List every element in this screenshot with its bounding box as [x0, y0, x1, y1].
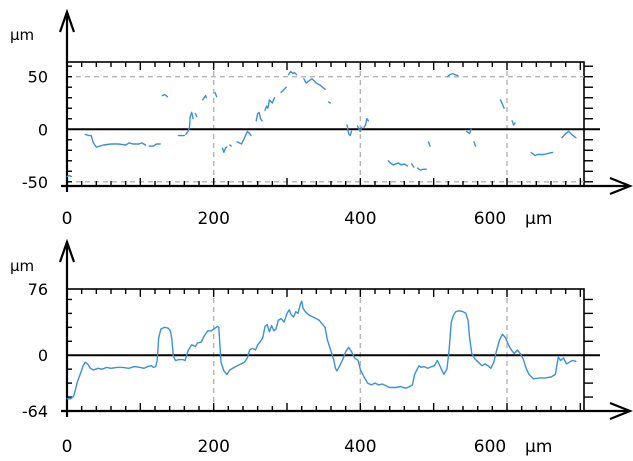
top-profile-segment — [221, 146, 228, 154]
top-profile-segment — [466, 128, 472, 135]
top-y-tick-label: -50 — [22, 173, 48, 192]
top-y-tick-label: 0 — [38, 120, 48, 139]
top-x-tick-label: 200 — [197, 209, 229, 229]
top-profile-segment — [148, 143, 161, 147]
top-y-axis-label: µm — [10, 26, 34, 44]
bottom-profile-segment — [66, 300, 577, 400]
bottom-y-tick-label: 76 — [28, 280, 48, 299]
bottom-y-tick-label: 0 — [38, 346, 48, 365]
bottom-y-axis-label: µm — [10, 257, 34, 275]
top-chart-panel: µm 50 0 -50 0 200 400 600 µm — [10, 8, 633, 229]
top-x-axis-arrow — [609, 176, 633, 196]
top-profile-segment — [66, 174, 73, 178]
bottom-y-tick-label: -64 — [22, 402, 48, 421]
top-profile-segment — [530, 151, 554, 157]
top-profile-segment — [303, 78, 326, 90]
top-y-axis-arrow — [58, 8, 76, 33]
top-profile-segment — [214, 91, 218, 98]
bottom-x-tick-label: 200 — [197, 437, 229, 457]
top-profile-segment — [202, 94, 207, 101]
bottom-x-tick-label: 600 — [474, 437, 506, 457]
top-profile-segment — [287, 70, 298, 76]
top-profile-segment — [328, 101, 331, 104]
top-profile-segment — [387, 160, 408, 167]
top-profile-segment — [356, 125, 363, 133]
top-profile-segment — [280, 86, 287, 94]
bottom-x-tick-label: 0 — [62, 437, 73, 457]
top-y-tick-label: 50 — [28, 68, 48, 87]
top-profile-segment — [511, 120, 516, 126]
top-profile-segment — [185, 111, 194, 136]
top-profile-segment — [161, 93, 169, 98]
top-profile-segment — [411, 163, 415, 168]
top-profile-segment — [473, 141, 477, 147]
top-profile-segment — [561, 130, 577, 139]
top-profile-segment — [363, 118, 370, 128]
top-profile-segment — [499, 99, 505, 109]
top-profile-segment — [427, 141, 431, 147]
top-x-tick-label: 400 — [344, 209, 376, 229]
bottom-y-axis-arrow — [58, 238, 76, 263]
top-profile-segment — [236, 130, 252, 145]
top-profile-segment — [255, 111, 263, 122]
top-profile-segment — [446, 72, 459, 78]
top-x-tick-label: 600 — [474, 209, 506, 229]
bottom-x-tick-label: 400 — [344, 437, 376, 457]
bottom-x-unit-label: µm — [525, 437, 552, 457]
top-profile-segment — [346, 124, 353, 137]
bottom-chart-panel: µm 76 0 -64 0 200 400 600 µm — [10, 238, 633, 457]
top-profile-segment — [84, 133, 147, 148]
top-profile-segment — [194, 112, 198, 118]
top-x-tick-label: 0 — [62, 209, 73, 229]
top-profile-segment — [416, 167, 427, 171]
top-profile-segment — [229, 144, 232, 147]
top-x-unit-label: µm — [525, 209, 552, 229]
top-profile-segment — [264, 97, 276, 111]
bottom-x-axis-arrow — [609, 401, 633, 421]
